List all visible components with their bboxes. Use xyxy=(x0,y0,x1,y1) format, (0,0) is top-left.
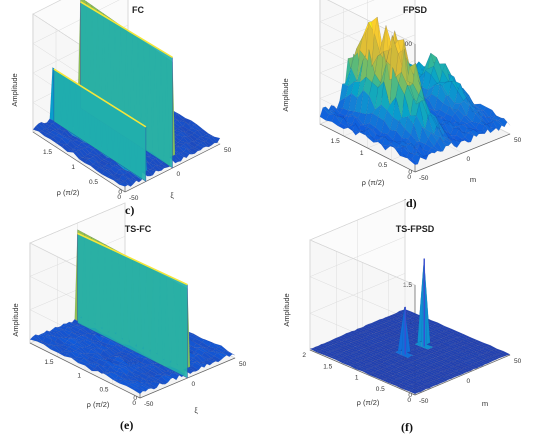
x-tick-label: 50 xyxy=(239,361,247,368)
y-tick-label: 1.5 xyxy=(323,363,332,370)
y-tick-label: 2 xyxy=(302,352,306,359)
ridge-crest xyxy=(80,1,173,59)
panel-caption: (d) xyxy=(402,196,417,210)
y-tick-label: 0.5 xyxy=(89,179,98,186)
ridge-crest xyxy=(77,232,188,286)
y-tick-label: 1.5 xyxy=(331,138,340,145)
chart-title: TS-FC xyxy=(125,224,152,234)
y-tick-label: 0 xyxy=(407,174,411,181)
surface-patch xyxy=(501,117,511,126)
y-axis-line xyxy=(32,131,126,193)
panel-caption: (e) xyxy=(120,418,134,432)
z-axis-label: Amplitude xyxy=(11,303,20,336)
x-tick-label: -50 xyxy=(419,398,429,405)
y-axis-label: ρ (π/2) xyxy=(57,188,80,197)
y-axis-line xyxy=(29,342,141,399)
surface-patch xyxy=(193,124,204,131)
ridge-wall xyxy=(77,233,188,379)
z-tick-label: 0 xyxy=(133,395,137,402)
y-axis-line xyxy=(309,349,416,396)
y-axis-label: ρ (π/2) xyxy=(87,400,110,409)
x-axis-line xyxy=(414,133,511,173)
y-tick-label: 0.5 xyxy=(376,386,385,393)
surface-patch xyxy=(225,350,236,356)
y-tick-label: 0 xyxy=(117,194,121,201)
z-axis-label: Amplitude xyxy=(282,293,291,326)
x-axis-label: m xyxy=(482,399,488,408)
x-tick-label: 0 xyxy=(467,156,471,163)
z-axis-label: Amplitude xyxy=(10,73,19,106)
surface-patch xyxy=(500,350,511,356)
chart-title: TS-FPSD xyxy=(396,224,435,234)
z-tick-label: 2500 xyxy=(398,41,413,48)
y-axis-line xyxy=(319,123,416,173)
x-axis-line xyxy=(414,354,511,396)
z-tick-label: 0 xyxy=(118,189,122,196)
x-tick-label: 0 xyxy=(192,381,196,388)
y-axis-label: ρ (π/2) xyxy=(362,178,385,187)
y-tick-label: 1 xyxy=(77,373,81,380)
y-tick-label: 0 xyxy=(132,400,136,407)
surface-patch xyxy=(474,339,485,345)
z-axis-label: Amplitude xyxy=(281,78,290,111)
x-tick-label: -50 xyxy=(129,195,139,202)
x-tick-label: -50 xyxy=(144,401,154,408)
y-tick-label: 0 xyxy=(407,397,411,404)
x-axis-label: ξ xyxy=(194,406,198,415)
x-tick-label: 0 xyxy=(177,171,181,178)
surface-patch xyxy=(468,95,478,108)
x-axis-label: m xyxy=(470,175,476,184)
x-tick-label: 0 xyxy=(467,378,471,385)
surface-patch xyxy=(454,331,465,336)
y-tick-label: 0.5 xyxy=(99,386,108,393)
y-tick-label: 1 xyxy=(355,375,359,382)
chart-title: FPSD xyxy=(403,5,428,15)
ridge-crest xyxy=(53,68,147,128)
z-tick-label: 1.5 xyxy=(403,282,412,289)
surface-patch xyxy=(467,337,478,342)
z-grid-line xyxy=(327,0,416,45)
y-tick-label: 0.5 xyxy=(378,162,387,169)
x-tick-label: 50 xyxy=(514,358,522,365)
x-tick-label: 50 xyxy=(514,137,522,144)
z-tick-label: 0 xyxy=(408,392,412,399)
y-tick-label: 1.5 xyxy=(43,149,52,156)
y-tick-label: 1 xyxy=(360,150,364,157)
surface-patch xyxy=(218,345,229,352)
y-tick-label: 1.5 xyxy=(44,359,53,366)
surface-patch xyxy=(199,128,209,135)
x-tick-label: 50 xyxy=(224,147,232,154)
chart-title: FC xyxy=(132,5,144,15)
surface-patch xyxy=(211,135,221,144)
z-tick-label: 0 xyxy=(408,169,412,176)
y-tick-label: 1 xyxy=(71,164,75,171)
x-tick-label: -50 xyxy=(419,175,429,182)
surface-patch xyxy=(190,333,201,338)
y-axis-label: ρ (π/2) xyxy=(357,398,380,407)
x-axis-label: ξ xyxy=(170,191,174,200)
panel-caption: (f) xyxy=(401,420,413,434)
